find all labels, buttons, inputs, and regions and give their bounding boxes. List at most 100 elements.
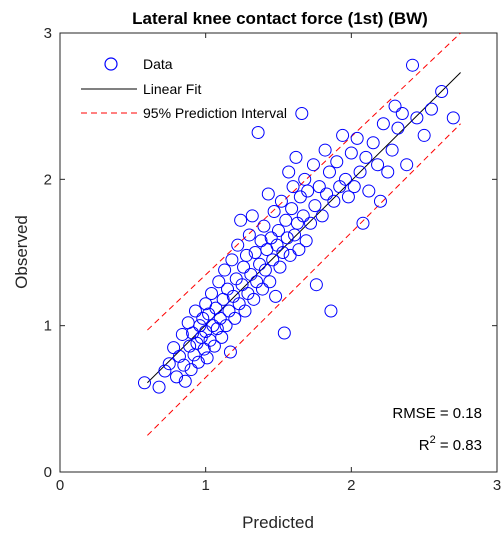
- data-point: [219, 319, 233, 333]
- data-point: [344, 146, 358, 160]
- data-point: [391, 121, 405, 135]
- data-point: [175, 327, 189, 341]
- y-tick-label: 2: [44, 171, 52, 188]
- data-point: [162, 357, 176, 371]
- data-point: [301, 184, 315, 198]
- y-tick-label: 0: [44, 464, 52, 481]
- data-point: [191, 355, 205, 369]
- x-tick-label: 1: [201, 477, 209, 494]
- data-point: [417, 128, 431, 142]
- data-point: [304, 216, 318, 230]
- data-point: [212, 275, 226, 289]
- data-point: [353, 165, 367, 179]
- data-point: [292, 243, 306, 257]
- data-point: [204, 286, 218, 300]
- data-point: [273, 260, 287, 274]
- data-point: [289, 150, 303, 164]
- r2-annotation: R2 = 0.83: [419, 434, 482, 454]
- r2-base: R: [419, 437, 430, 454]
- data-point: [257, 219, 271, 233]
- data-point: [184, 363, 198, 377]
- data-point: [327, 194, 341, 208]
- data-point: [362, 184, 376, 198]
- data-point: [178, 374, 192, 388]
- data-point: [251, 126, 265, 140]
- x-tick-label: 2: [347, 477, 355, 494]
- data-point: [395, 106, 409, 120]
- data-point: [152, 380, 166, 394]
- data-point: [359, 150, 373, 164]
- prediction-interval-upper: [147, 32, 461, 331]
- data-point: [215, 330, 229, 344]
- data-point: [269, 289, 283, 303]
- legend-data-label: Data: [143, 56, 173, 72]
- x-axis-label: Predicted: [242, 513, 314, 532]
- data-point: [308, 199, 322, 213]
- data-point: [309, 278, 323, 292]
- data-point: [223, 345, 237, 359]
- data-point: [406, 58, 420, 72]
- data-point: [245, 209, 259, 223]
- data-point: [424, 102, 438, 116]
- data-point: [388, 99, 402, 113]
- data-point: [341, 190, 355, 204]
- data-point: [272, 224, 285, 238]
- data-point: [376, 117, 390, 131]
- legend-data-marker: [104, 57, 118, 71]
- data-point: [324, 304, 338, 318]
- data-point: [381, 165, 395, 179]
- data-point: [385, 143, 399, 157]
- data-point: [228, 311, 242, 325]
- data-point: [371, 158, 385, 172]
- data-point: [306, 158, 320, 172]
- data-point: [255, 282, 269, 296]
- data-point: [177, 358, 191, 372]
- rmse-annotation: RMSE = 0.18: [392, 405, 482, 422]
- data-point: [206, 319, 220, 333]
- x-tick-label: 3: [493, 477, 501, 494]
- data-point: [280, 231, 294, 245]
- legend-fit-label: Linear Fit: [143, 81, 201, 97]
- data-point: [200, 351, 214, 365]
- data-point: [299, 234, 313, 248]
- legend-interval-label: 95% Prediction Interval: [143, 105, 287, 121]
- data-point: [210, 322, 224, 336]
- data-point: [170, 370, 184, 384]
- data-point: [137, 376, 151, 390]
- data-point: [234, 213, 248, 227]
- data-point: [347, 180, 361, 194]
- data-point: [336, 128, 350, 142]
- data-point: [295, 106, 309, 120]
- data-point: [373, 194, 387, 208]
- legend: Data Linear Fit 95% Prediction Interval: [81, 56, 287, 121]
- data-point: [267, 205, 281, 219]
- data-point: [263, 275, 277, 289]
- data-point: [410, 111, 424, 125]
- y-tick-label: 1: [44, 318, 52, 335]
- data-point: [322, 165, 336, 179]
- data-point: [366, 136, 380, 150]
- data-point: [312, 180, 326, 194]
- axis-ticks: [59, 32, 498, 473]
- data-point: [231, 238, 245, 252]
- data-point: [435, 85, 449, 99]
- data-point: [218, 263, 232, 277]
- data-point: [258, 263, 272, 277]
- data-point: [330, 155, 344, 169]
- data-point: [183, 339, 197, 353]
- data-point: [285, 202, 299, 216]
- prediction-interval-lower: [147, 123, 461, 436]
- data-point: [266, 253, 280, 267]
- tick-labels: 0 1 2 3 0 1 2 3: [44, 25, 502, 494]
- y-axis-label: Observed: [12, 215, 31, 289]
- data-point: [172, 349, 186, 363]
- data-point: [242, 228, 256, 242]
- data-point: [276, 246, 290, 259]
- data-point: [296, 209, 310, 223]
- data-point: [400, 158, 414, 172]
- data-point: [350, 131, 364, 145]
- data-point: [356, 216, 370, 230]
- data-point: [282, 165, 296, 179]
- r2-value: = 0.83: [436, 437, 482, 454]
